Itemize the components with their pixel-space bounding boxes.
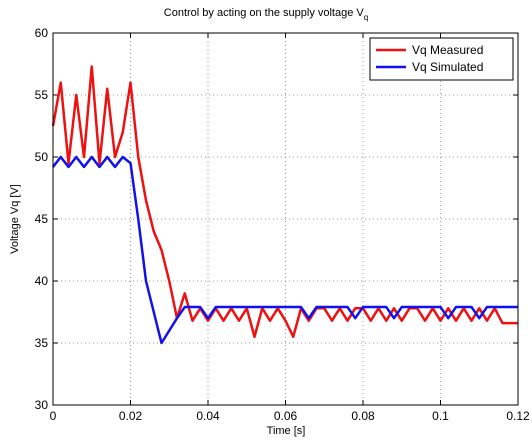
x-tick-label: 0.08 — [351, 409, 375, 423]
title-text: Control by acting on the supply voltage … — [164, 7, 365, 19]
legend-label: Vq Measured — [412, 43, 483, 57]
x-tick-label: 0.04 — [196, 409, 220, 423]
x-axis-label: Time [s] — [267, 425, 306, 437]
x-tick-label: 0.06 — [274, 409, 298, 423]
data-line — [52, 155, 518, 345]
chart-title: Control by acting on the supply voltage … — [164, 7, 368, 22]
y-tick-label: 35 — [35, 336, 49, 350]
data-line — [51, 65, 518, 339]
y-tick-label: 30 — [35, 398, 49, 412]
legend-box — [369, 37, 514, 81]
y-tick-label: 40 — [35, 274, 49, 288]
y-tick-label: 50 — [35, 150, 49, 164]
plot-frame — [52, 32, 519, 406]
x-tick-label: 0.12 — [506, 409, 530, 423]
y-tick-label: 60 — [35, 26, 49, 40]
legend: Vq Measured Vq Simulated — [369, 37, 514, 81]
y-tick-label: 45 — [35, 212, 49, 226]
y-tick-label: 55 — [35, 88, 49, 102]
title-subscript: q — [364, 13, 368, 22]
legend-label: Vq Simulated — [412, 60, 483, 74]
x-tick-label: 0 — [50, 409, 57, 423]
x-tick-label: 0.1 — [432, 409, 449, 423]
x-tick-label: 0.02 — [119, 409, 143, 423]
y-axis-label: Voltage Vq [V] — [9, 184, 21, 254]
